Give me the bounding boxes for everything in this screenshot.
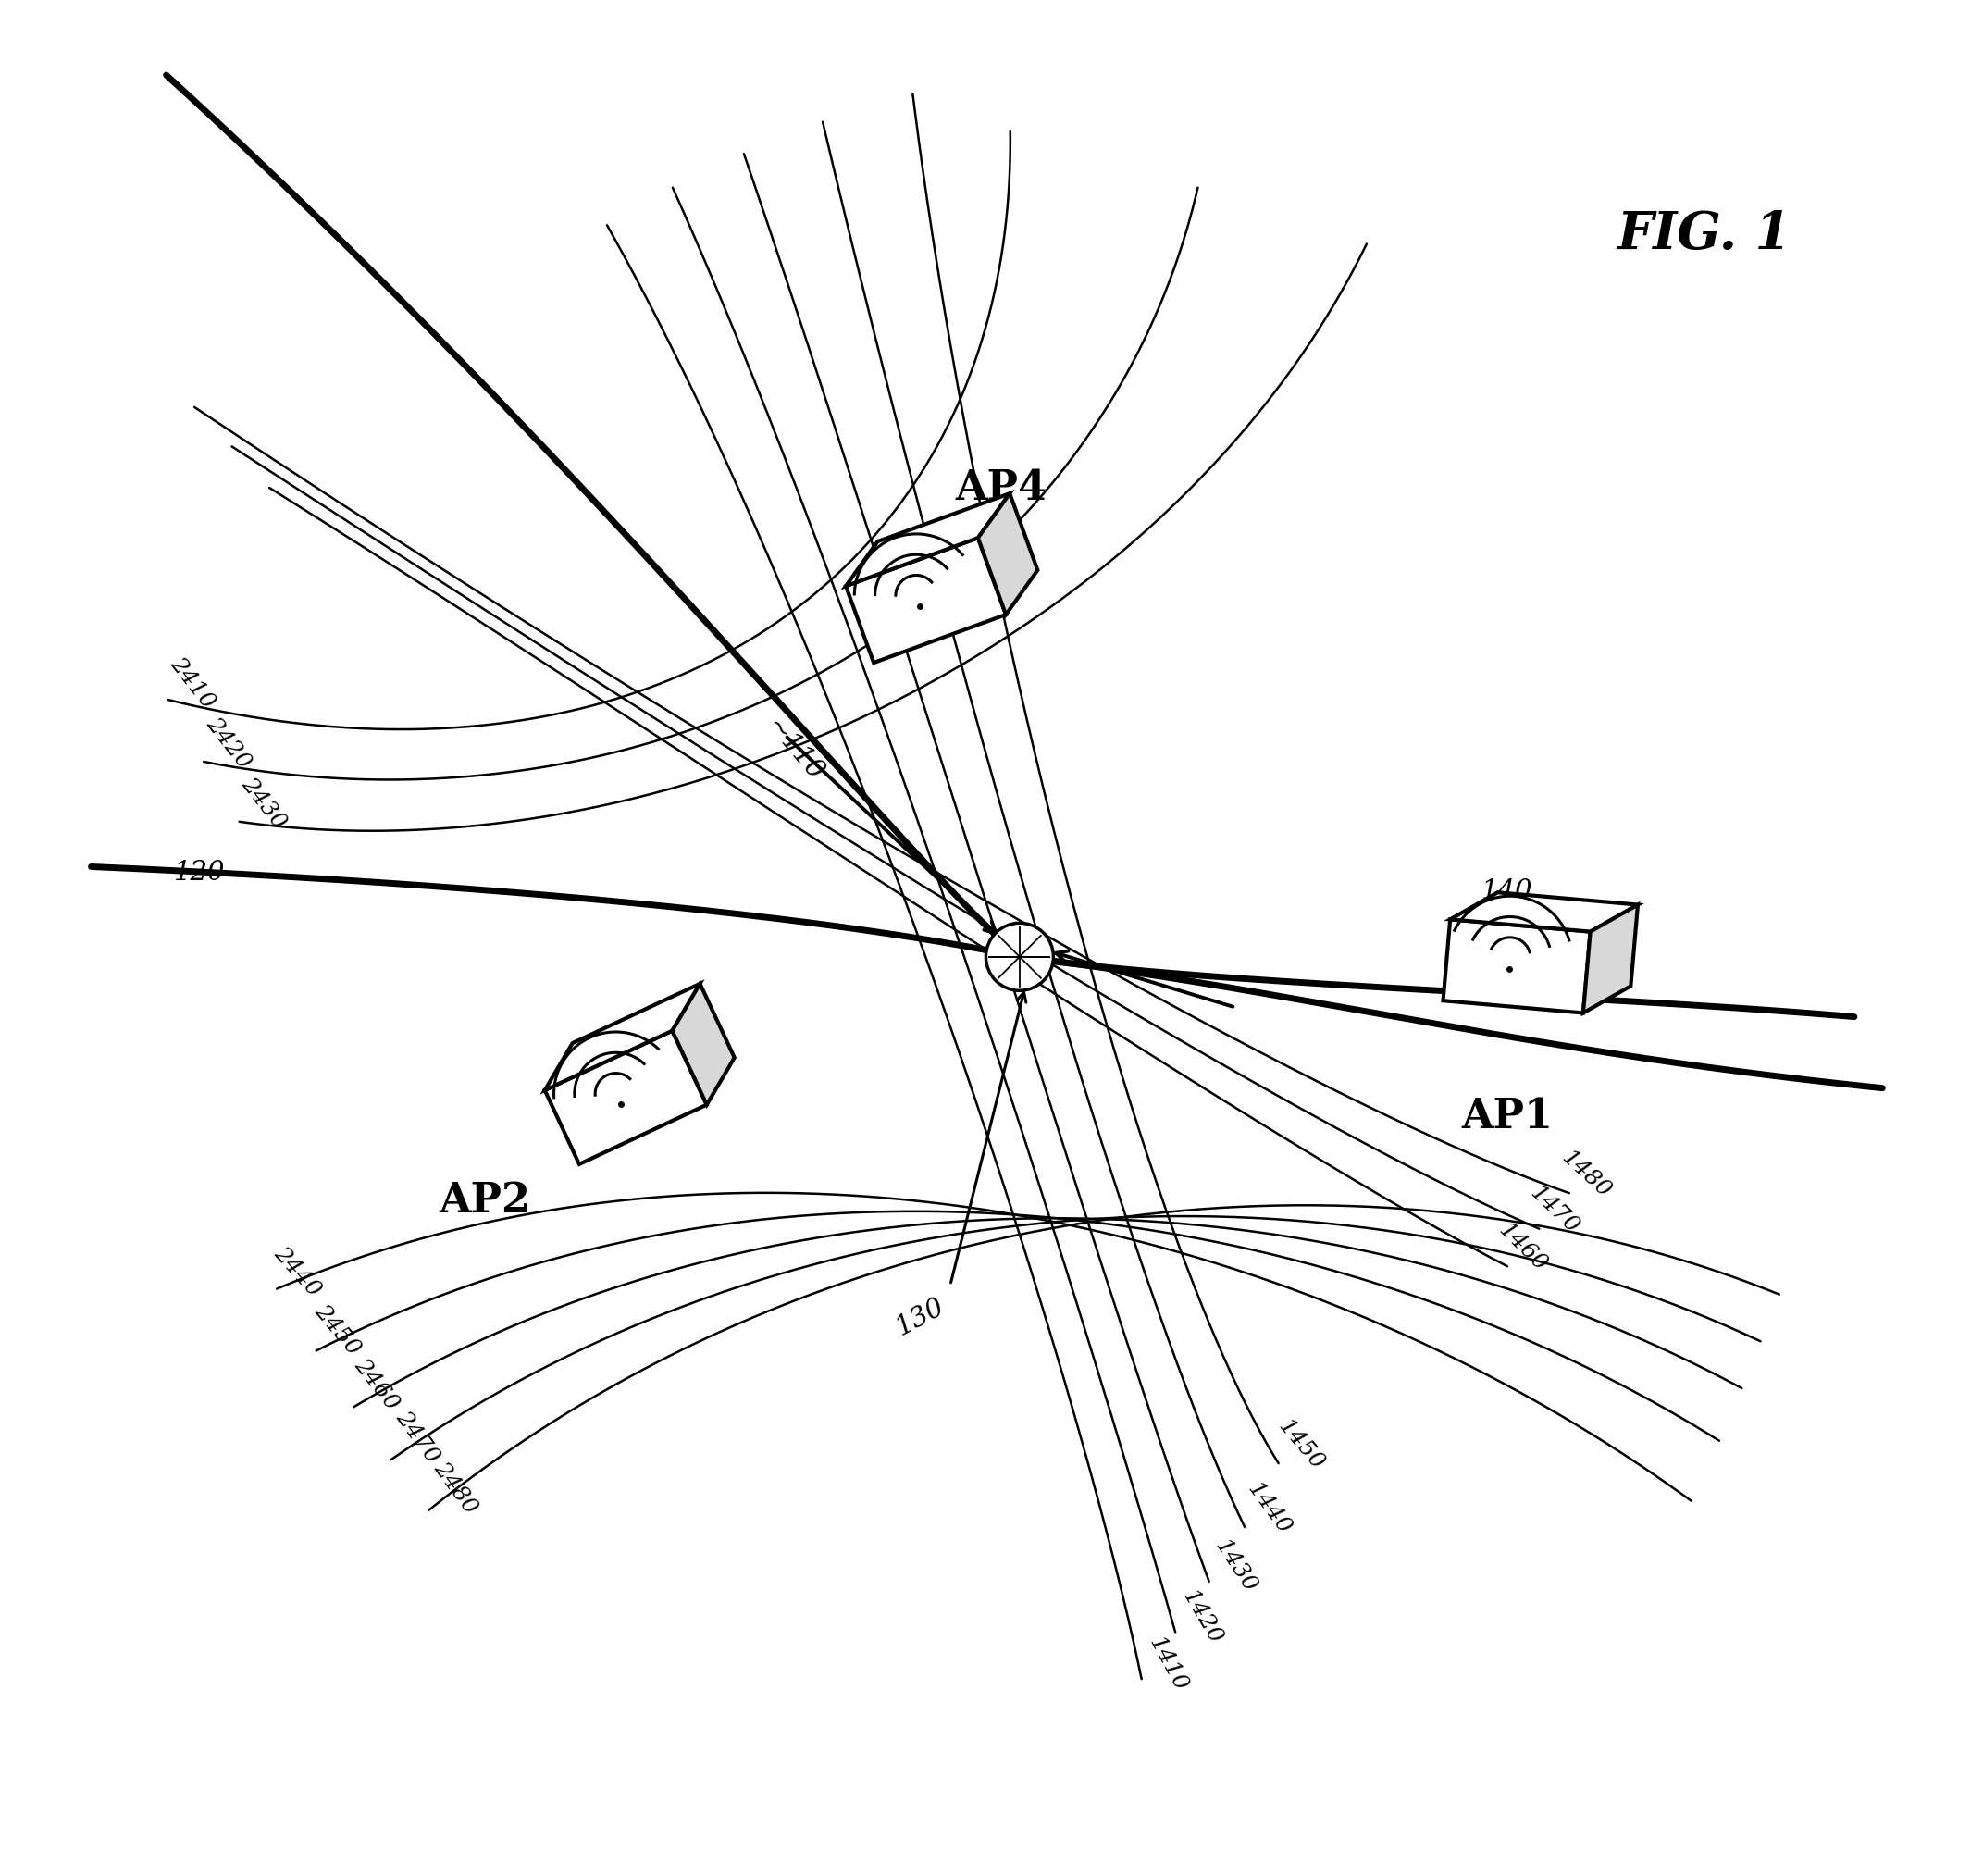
Text: 2480: 2480 [428, 1458, 482, 1518]
Text: 1410: 1410 [1144, 1634, 1192, 1694]
Text: 1460: 1460 [1493, 1219, 1551, 1276]
Text: 2440: 2440 [270, 1244, 325, 1300]
Polygon shape [1582, 904, 1638, 1013]
Text: 2460: 2460 [349, 1354, 403, 1415]
Polygon shape [545, 1030, 706, 1165]
Text: 1480: 1480 [1557, 1146, 1614, 1203]
Text: ~110: ~110 [761, 713, 829, 788]
Polygon shape [1444, 919, 1590, 1013]
Polygon shape [847, 538, 1005, 662]
Text: AP4: AP4 [956, 467, 1047, 508]
Text: 1430: 1430 [1210, 1536, 1261, 1596]
Text: FIG. 1: FIG. 1 [1618, 208, 1791, 261]
Polygon shape [847, 493, 1009, 585]
Polygon shape [1450, 893, 1638, 932]
Text: 130: 130 [892, 1293, 950, 1341]
Text: 2470: 2470 [393, 1407, 444, 1467]
Text: 1440: 1440 [1243, 1478, 1295, 1538]
Polygon shape [672, 983, 734, 1105]
Text: 1420: 1420 [1178, 1587, 1225, 1647]
Text: 120: 120 [175, 859, 226, 885]
Text: 2420: 2420 [202, 713, 254, 773]
Text: 1470: 1470 [1525, 1182, 1582, 1238]
Text: 140: 140 [1481, 878, 1533, 904]
Circle shape [986, 923, 1053, 991]
Text: 1450: 1450 [1273, 1415, 1329, 1475]
Text: AP1: AP1 [1461, 1096, 1553, 1137]
Polygon shape [978, 493, 1037, 615]
Polygon shape [545, 983, 700, 1090]
Text: AP2: AP2 [440, 1180, 531, 1221]
Text: 2410: 2410 [167, 653, 218, 713]
Text: 2430: 2430 [238, 773, 290, 833]
Text: 2450: 2450 [309, 1300, 365, 1360]
